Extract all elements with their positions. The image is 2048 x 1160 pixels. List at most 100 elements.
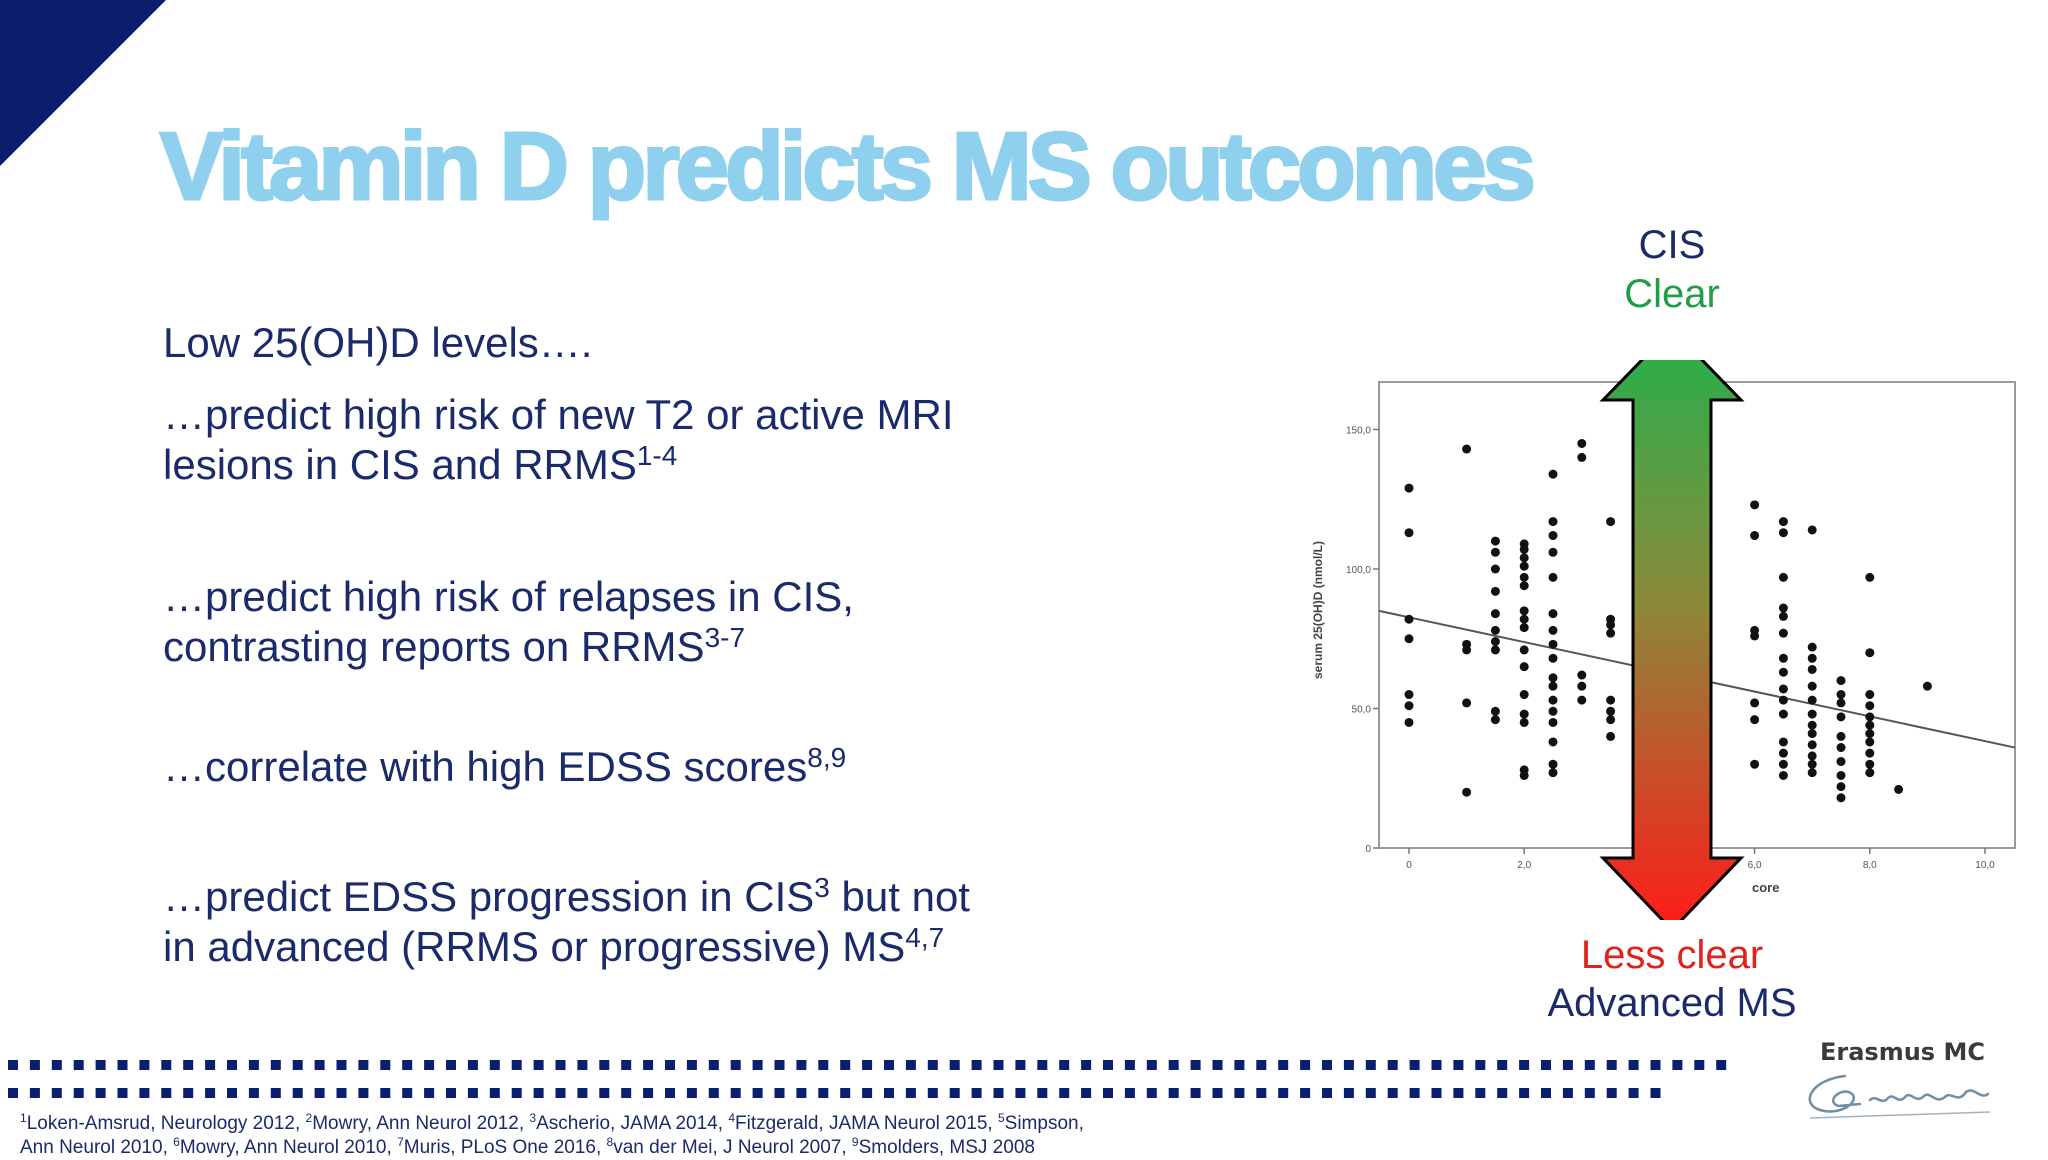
separator-dot — [248, 1060, 259, 1070]
data-point — [1807, 720, 1817, 730]
separator-dot — [29, 1088, 40, 1098]
separator-dot — [686, 1088, 697, 1098]
separator-dot — [949, 1060, 960, 1070]
separator-dot — [927, 1060, 938, 1070]
data-point — [1778, 695, 1788, 705]
separator-dot — [1256, 1088, 1267, 1098]
separator-dot — [402, 1060, 413, 1070]
data-point — [1836, 782, 1846, 792]
data-point — [1404, 717, 1414, 727]
data-point — [1577, 452, 1587, 462]
separator-dot — [577, 1060, 588, 1070]
logo-signature — [1808, 1074, 1991, 1119]
separator-dot — [643, 1088, 654, 1098]
separator-dot — [599, 1060, 610, 1070]
separator-dot — [818, 1060, 829, 1070]
data-point — [1807, 759, 1817, 769]
separator-dot — [73, 1088, 84, 1098]
arrow-bottom-status: Less clear — [1580, 933, 1764, 977]
separator-dot — [1343, 1088, 1354, 1098]
data-point — [1490, 625, 1500, 635]
reference-number: 1 — [20, 1111, 27, 1125]
separator-dot — [752, 1088, 763, 1098]
separator-dot — [1409, 1088, 1420, 1098]
separator-dot — [1168, 1060, 1179, 1070]
data-point — [1548, 625, 1558, 635]
data-point — [1404, 528, 1414, 538]
y-tick-label: 50,0 — [1352, 705, 1372, 716]
bullet-relapses-line1: …predict high risk of relapses in CIS, — [163, 573, 854, 620]
reference-citation: Smolders, MSJ 2008 — [858, 1137, 1035, 1158]
separator-dot — [1256, 1060, 1267, 1070]
bullet-intro: Low 25(OH)D levels…. — [163, 319, 593, 366]
reference-citation: Mowry, Ann Neurol 2012, — [312, 1113, 530, 1134]
separator-dot — [467, 1088, 478, 1098]
separator-dot — [511, 1060, 522, 1070]
separator-dot — [1584, 1088, 1595, 1098]
citation-superscript: 4,7 — [905, 922, 945, 953]
separator-dot — [862, 1088, 873, 1098]
data-point — [1836, 743, 1846, 753]
reference-citation: Simpson, — [1004, 1113, 1084, 1134]
separator-dot — [1409, 1060, 1420, 1070]
separator-dot — [774, 1060, 785, 1070]
separator-dot — [139, 1060, 150, 1070]
data-point — [1778, 572, 1788, 582]
separator-dot — [993, 1060, 1004, 1070]
arrow-bottom-label: Advanced MS — [1547, 981, 1797, 1025]
separator-dot — [358, 1088, 369, 1098]
data-point — [1462, 787, 1472, 797]
separator-dot — [467, 1060, 478, 1070]
reference-number: 5 — [997, 1111, 1005, 1125]
data-point — [1836, 676, 1846, 686]
data-point — [1519, 561, 1529, 571]
data-point — [1836, 793, 1846, 803]
separator-dot — [227, 1060, 237, 1070]
separator-dot — [1431, 1060, 1442, 1070]
data-point — [1548, 681, 1558, 691]
data-point — [1548, 609, 1558, 619]
separator-dot — [117, 1088, 128, 1098]
separator-dot — [446, 1088, 456, 1098]
data-point — [1462, 444, 1472, 454]
separator-dot — [796, 1060, 807, 1070]
separator-dot — [1387, 1088, 1398, 1098]
data-point — [1778, 770, 1788, 780]
data-point — [1778, 709, 1788, 719]
data-point — [1778, 611, 1788, 621]
separator-dot — [1584, 1060, 1595, 1070]
separator-dot — [1322, 1088, 1332, 1098]
data-point — [1462, 698, 1472, 708]
data-point — [1490, 547, 1500, 557]
reference-citation: Loken-Amsrud, Neurology 2012, — [26, 1113, 306, 1134]
data-point — [1519, 623, 1529, 633]
data-point — [1519, 614, 1529, 624]
bullet-mri-lesions-line1: …predict high risk of new T2 or active M… — [163, 391, 954, 438]
data-point — [1519, 544, 1529, 554]
data-point — [1404, 634, 1414, 644]
reference-citation: Muris, PLoS One 2016, — [403, 1137, 607, 1158]
reference-number: 2 — [305, 1111, 313, 1125]
data-point — [1490, 715, 1500, 725]
separator-dot — [1278, 1088, 1289, 1098]
separator-dot — [248, 1088, 259, 1098]
data-point — [1577, 438, 1587, 448]
separator-dot — [665, 1088, 675, 1098]
reference-citation: Ascherio, JAMA 2014, — [536, 1113, 729, 1134]
separator-dot — [1628, 1060, 1639, 1070]
data-point — [1750, 715, 1760, 725]
dotted-separator-top — [8, 1060, 1727, 1070]
separator-dot — [8, 1088, 18, 1098]
data-point — [1606, 695, 1616, 705]
data-point — [1519, 765, 1529, 775]
data-point — [1548, 759, 1558, 769]
data-point — [1519, 606, 1529, 616]
separator-dot — [1015, 1088, 1026, 1098]
data-point — [1836, 770, 1846, 780]
data-point — [1548, 547, 1558, 557]
data-point — [1778, 667, 1788, 677]
separator-dot — [205, 1088, 216, 1098]
data-point — [1807, 768, 1817, 778]
data-point — [1606, 628, 1616, 638]
separator-dot — [139, 1088, 150, 1098]
